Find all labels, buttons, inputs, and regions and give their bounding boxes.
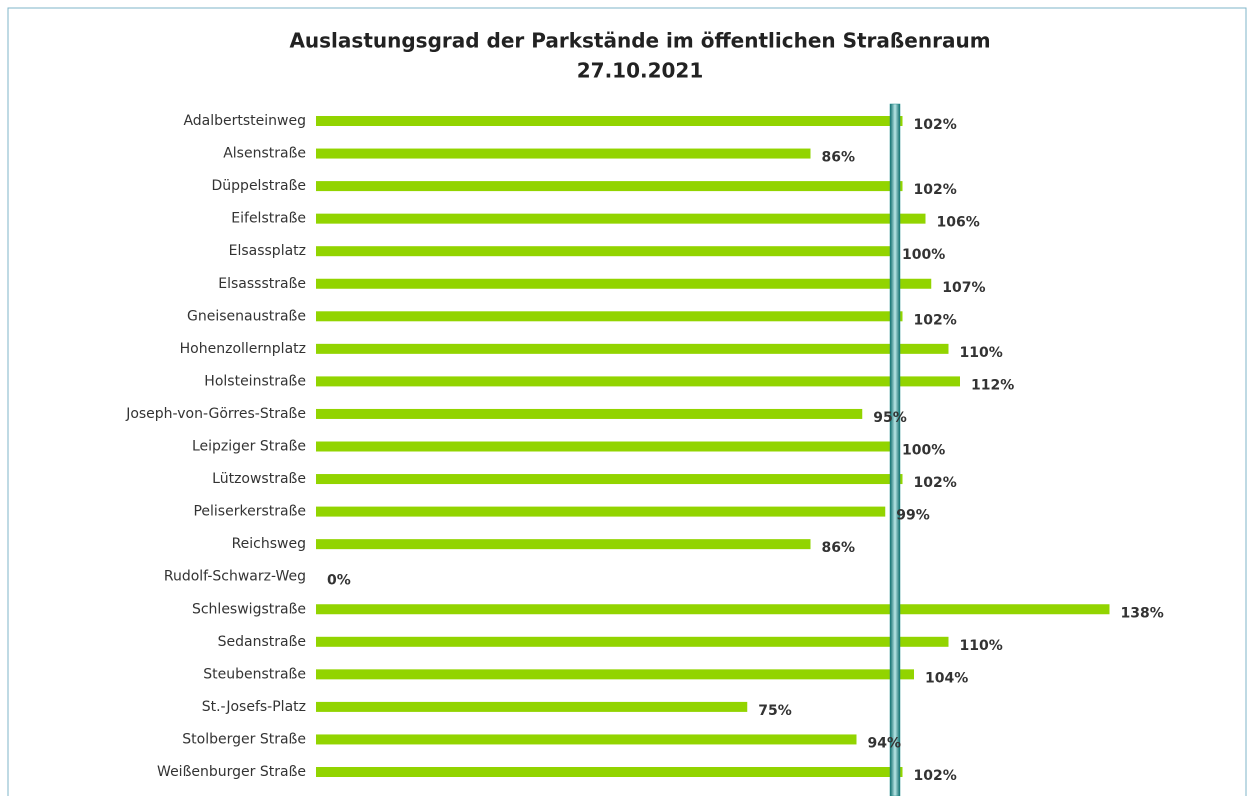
y-tick-label: Holsteinstraße: [204, 373, 306, 389]
y-tick-label: Joseph-von-Görres-Straße: [125, 406, 306, 422]
bar: [316, 474, 903, 485]
bar: [316, 734, 857, 745]
data-label: 102%: [914, 475, 957, 491]
data-label: 94%: [868, 735, 902, 751]
y-tick-label: Leipziger Straße: [192, 439, 306, 455]
y-tick-label: Stolberger Straße: [182, 731, 306, 747]
data-label: 95%: [873, 410, 907, 426]
bar: [316, 246, 891, 257]
y-tick-label: Peliserkerstraße: [193, 504, 306, 520]
data-label: 107%: [942, 280, 985, 296]
y-tick-label: Elsassplatz: [229, 243, 306, 259]
data-label: 102%: [914, 768, 957, 784]
data-label: 104%: [925, 670, 968, 686]
data-label: 102%: [914, 182, 957, 198]
bar: [316, 311, 903, 322]
bar: [316, 539, 811, 550]
y-tick-label: Alsenstraße: [223, 146, 306, 162]
bar: [316, 506, 886, 517]
y-tick-label: Hohenzollernplatz: [180, 341, 306, 357]
y-tick-label: Weißenburger Straße: [157, 764, 306, 780]
bar: [316, 767, 903, 777]
y-tick-label: Düppelstraße: [212, 178, 306, 194]
data-label: 102%: [914, 117, 957, 133]
data-label: 99%: [896, 508, 930, 524]
reference-line: [889, 103, 901, 796]
data-label: 110%: [960, 638, 1003, 654]
bar: [316, 408, 863, 419]
y-tick-label: Adalbertsteinweg: [183, 113, 306, 129]
y-tick-label: Steubenstraße: [203, 666, 306, 682]
chart-title: Auslastungsgrad der Parkstände im öffent…: [289, 29, 990, 53]
y-tick-label: Lützowstraße: [212, 471, 306, 487]
frame: [7, 7, 1247, 796]
bar: [316, 181, 903, 192]
bar: [316, 701, 748, 712]
data-label: 106%: [937, 215, 980, 231]
data-label: 75%: [758, 703, 792, 719]
data-label: 100%: [902, 443, 945, 459]
bar: [316, 116, 903, 126]
data-label: 0%: [327, 573, 351, 589]
data-label: 86%: [822, 540, 856, 556]
y-tick-label: Schleswigstraße: [192, 601, 306, 617]
bar: [316, 278, 932, 289]
y-tick-label: St.-Josefs-Platz: [202, 699, 306, 715]
data-label: 100%: [902, 247, 945, 263]
y-tick-label: Sedanstraße: [218, 634, 306, 650]
data-label: 112%: [971, 377, 1014, 393]
chart-subtitle: 27.10.2021: [577, 59, 704, 83]
data-label: 86%: [822, 150, 856, 166]
data-label: 110%: [960, 345, 1003, 361]
data-label: 138%: [1121, 605, 1164, 621]
y-tick-label: Rudolf-Schwarz-Weg: [164, 569, 306, 585]
bar: [316, 604, 1110, 615]
bar: [316, 441, 891, 452]
bar: [316, 376, 960, 387]
y-tick-label: Eifelstraße: [231, 211, 306, 227]
data-label: 102%: [914, 312, 957, 328]
bar: [316, 669, 914, 680]
bar: [316, 213, 926, 224]
bar: [316, 636, 949, 647]
bar: [316, 343, 949, 354]
y-tick-label: Elsassstraße: [218, 276, 306, 292]
y-tick-label: Reichsweg: [232, 536, 306, 552]
y-tick-label: Gneisenaustraße: [187, 308, 306, 324]
bar: [316, 148, 811, 159]
